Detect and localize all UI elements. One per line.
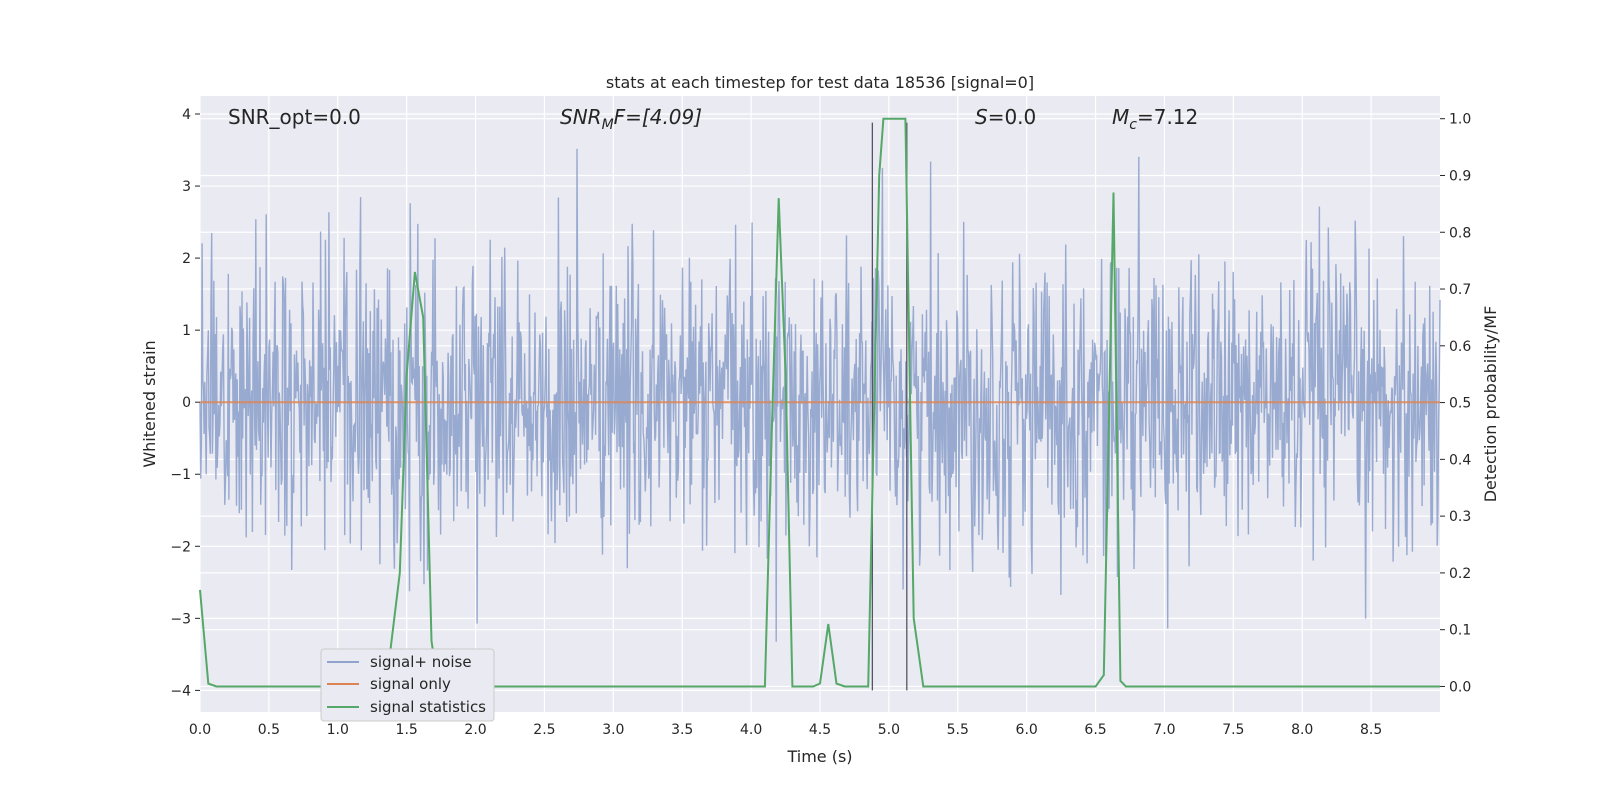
yr-tick-10: 1.0 xyxy=(1449,112,1471,128)
yr-tick-7: 0.7 xyxy=(1449,282,1471,298)
line-signal-statistics xyxy=(199,117,1440,688)
annotation-snr-mf-main: SNR xyxy=(560,105,602,129)
x-tick-5: 2.5 xyxy=(533,722,555,738)
x-tick-2: 1.0 xyxy=(327,722,349,738)
y-right-tick-labels: 0.0 0.1 0.2 0.3 0.4 0.5 0.6 0.7 0.8 0.9 1.0 xyxy=(1440,112,1471,695)
x-tick-13: 6.5 xyxy=(1084,722,1106,738)
annotation-mc-sub: c xyxy=(1129,117,1137,133)
annotation-snr-mf-sub: M xyxy=(602,117,614,133)
y-left-axis-label: Whitened strain xyxy=(140,340,159,467)
yl-tick-0: −4 xyxy=(170,683,191,699)
legend-box xyxy=(320,648,495,722)
x-tick-8: 4.0 xyxy=(740,722,762,738)
yr-tick-6: 0.6 xyxy=(1449,339,1471,355)
x-tick-10: 5.0 xyxy=(878,722,900,738)
annotation-s: S=0.0 xyxy=(975,105,1036,129)
annotation-mc-main: M xyxy=(1112,105,1129,129)
x-tick-6: 3.0 xyxy=(602,722,624,738)
x-tick-3: 1.5 xyxy=(396,722,418,738)
y-right-axis-label: Detection probability/MF xyxy=(1481,306,1500,503)
x-tick-17: 8.5 xyxy=(1360,722,1382,738)
x-tick-16: 8.0 xyxy=(1291,722,1313,738)
legend: signal+ noise signal only signal statist… xyxy=(320,648,495,722)
series-signal-statistics xyxy=(199,117,1440,688)
annotation-s-rest: =0.0 xyxy=(988,105,1037,129)
annotation-mc-rest: =7.12 xyxy=(1137,105,1198,129)
legend-label-signal-statistics: signal statistics xyxy=(370,698,486,716)
x-tick-9: 4.5 xyxy=(809,722,831,738)
yl-tick-6: 2 xyxy=(182,251,191,267)
yl-tick-1: −3 xyxy=(170,611,191,627)
yl-tick-4: 0 xyxy=(182,395,191,411)
yr-tick-2: 0.2 xyxy=(1449,566,1471,582)
yl-tick-3: −1 xyxy=(170,467,191,483)
legend-label-signal-only: signal only xyxy=(370,675,451,693)
yr-tick-8: 0.8 xyxy=(1449,225,1471,241)
annotation-s-main: S xyxy=(975,105,988,129)
yr-tick-9: 0.9 xyxy=(1449,168,1471,184)
x-tick-7: 3.5 xyxy=(671,722,693,738)
x-tick-0: 0.0 xyxy=(189,722,211,738)
annotation-mc: Mc=7.12 xyxy=(1112,105,1198,133)
yl-tick-5: 1 xyxy=(182,323,191,339)
line-signal-noise xyxy=(199,148,1441,642)
x-tick-12: 6.0 xyxy=(1016,722,1038,738)
x-tick-labels: 0.0 0.5 1.0 1.5 2.0 2.5 3.0 3.5 4.0 4.5 5.0 5.5 6.0 6… xyxy=(189,722,1382,738)
series-signal-noise xyxy=(199,148,1441,642)
annotation-snr-opt: SNR_opt=0.0 xyxy=(228,105,361,129)
annotation-snr-mf: SNRMF=[4.09] xyxy=(560,105,702,133)
yl-tick-7: 3 xyxy=(182,179,191,195)
legend-label-signal-noise: signal+ noise xyxy=(370,653,472,671)
yl-tick-8: 4 xyxy=(182,107,191,123)
chart-title: stats at each timestep for test data 185… xyxy=(606,73,1034,92)
yr-tick-5: 0.5 xyxy=(1449,396,1471,412)
x-tick-11: 5.5 xyxy=(947,722,969,738)
yr-tick-3: 0.3 xyxy=(1449,509,1471,525)
x-tick-1: 0.5 xyxy=(258,722,280,738)
x-tick-14: 7.0 xyxy=(1153,722,1175,738)
x-tick-15: 7.5 xyxy=(1222,722,1244,738)
x-axis-label: Time (s) xyxy=(786,747,852,766)
yr-tick-4: 0.4 xyxy=(1449,452,1471,468)
yr-tick-0: 0.0 xyxy=(1449,679,1471,695)
y-left-tick-labels: −4 −3 −2 −1 0 1 2 3 4 xyxy=(170,107,200,699)
yr-tick-1: 0.1 xyxy=(1449,623,1471,639)
annotation-snr-mf-rest: F=[4.09] xyxy=(614,105,702,129)
yl-tick-2: −2 xyxy=(170,539,191,555)
x-tick-4: 2.0 xyxy=(464,722,486,738)
